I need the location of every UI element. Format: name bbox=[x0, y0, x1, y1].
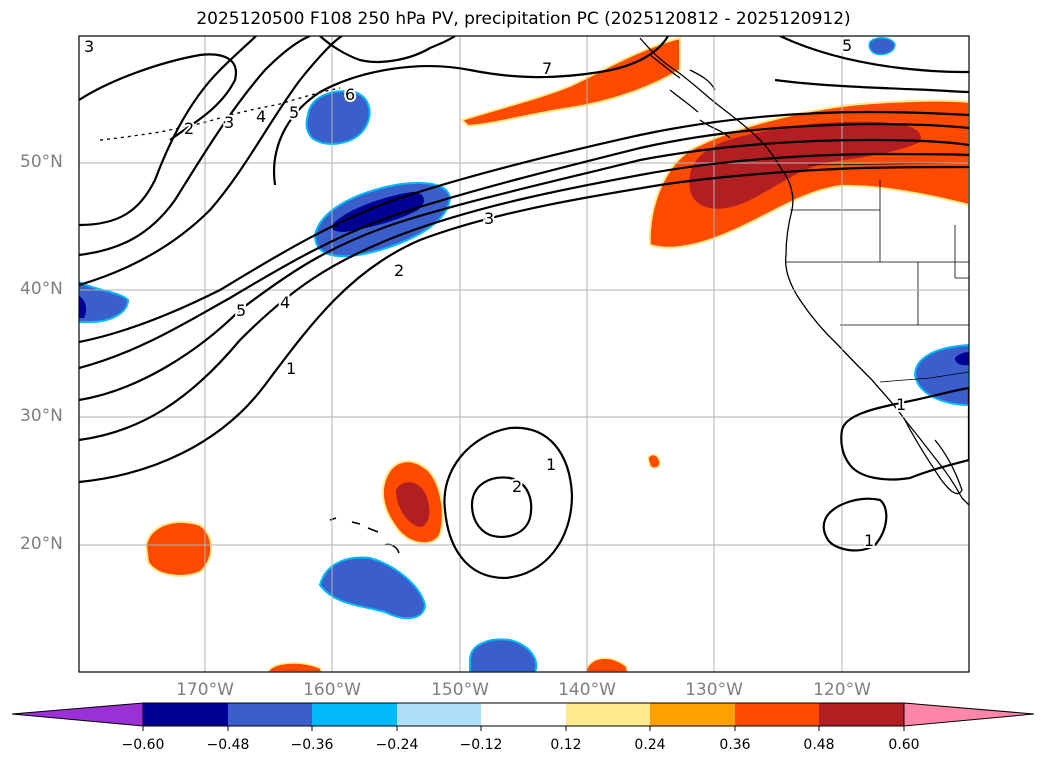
colorbar-segment bbox=[228, 703, 312, 726]
pv-label: 6 bbox=[345, 85, 355, 104]
us-mexico-border bbox=[879, 371, 969, 383]
pv-contour-10 bbox=[273, 36, 669, 186]
precip-neg-south bbox=[318, 556, 427, 620]
pv-contour-13 bbox=[774, 78, 969, 94]
hawaiian-islands bbox=[329, 517, 400, 554]
colorbar-segment bbox=[819, 703, 904, 726]
state-borders bbox=[786, 180, 969, 326]
pv-contour-16 bbox=[840, 386, 969, 481]
pv-contour-12 bbox=[779, 36, 969, 74]
precip-neg-baja-core bbox=[955, 352, 969, 366]
colorbar-segment bbox=[143, 703, 228, 726]
pv-label: 4 bbox=[280, 293, 290, 312]
colorbar-tick-label: 0.24 bbox=[634, 737, 666, 753]
pv-contour-11 bbox=[319, 36, 456, 63]
positive-precip-anomalies bbox=[144, 36, 969, 672]
colorbar-frame bbox=[142, 702, 905, 727]
coastlines bbox=[99, 37, 969, 554]
colorbar-tick-label: 0.36 bbox=[719, 737, 751, 753]
pv-label: 1 bbox=[546, 455, 556, 474]
lat-label-50n: 50°N bbox=[20, 152, 63, 172]
colorbar-tick-label: 0.48 bbox=[803, 737, 835, 753]
colorbar-segment bbox=[312, 703, 397, 726]
precip-neg-central-core bbox=[331, 192, 424, 232]
precip-south-edge-2 bbox=[585, 657, 629, 672]
pv-contour-4 bbox=[79, 122, 969, 370]
lon-label-160w: 160°W bbox=[303, 680, 361, 700]
lon-label-170w: 170°W bbox=[176, 680, 234, 700]
colorbar-tick-label: 0.12 bbox=[550, 737, 582, 753]
colorbar-tick-label: −0.60 bbox=[121, 737, 165, 753]
colorbar-extend-low bbox=[11, 702, 144, 727]
precip-neg-northeast bbox=[868, 37, 896, 56]
map-title: 2025120500 F108 250 hPa PV, precipitatio… bbox=[196, 9, 851, 29]
pv-label: 2 bbox=[394, 261, 404, 280]
pv-label: 3 bbox=[84, 37, 94, 56]
colorbar-tick-label: −0.36 bbox=[290, 737, 334, 753]
pv-contour-17 bbox=[822, 497, 888, 552]
aleutian-islands bbox=[99, 87, 341, 141]
pv-contour-14 bbox=[443, 426, 574, 580]
colorbar-tick-label: −0.12 bbox=[459, 737, 503, 753]
colorbar-tick-label: −0.48 bbox=[206, 737, 250, 753]
pv-label: 3 bbox=[224, 113, 234, 132]
precip-north-pacific-streak bbox=[460, 36, 681, 128]
pv-contour-1 bbox=[79, 165, 969, 484]
lon-label-120w: 120°W bbox=[813, 680, 871, 700]
pv-label: 5 bbox=[842, 36, 852, 55]
colorbar-segment bbox=[397, 703, 481, 726]
precip-small-blob bbox=[647, 453, 661, 469]
colorbar-segment bbox=[650, 703, 735, 726]
lon-label-140w: 140°W bbox=[558, 680, 616, 700]
pv-label: 1 bbox=[286, 359, 296, 378]
colorbar-segment bbox=[566, 703, 650, 726]
alaska-panhandle-islands bbox=[649, 54, 731, 139]
colorbar-segment bbox=[481, 703, 566, 726]
lat-label-40n: 40°N bbox=[20, 279, 63, 299]
pv-contour-6 bbox=[79, 36, 343, 287]
pv-contour-8 bbox=[79, 36, 257, 227]
pv-contours bbox=[79, 36, 969, 580]
map-area: 3 2 3 4 5 6 7 5 3 2 5 4 1 2 1 1 1 bbox=[79, 36, 969, 672]
pv-contour-5 bbox=[79, 110, 969, 344]
map-frame bbox=[78, 35, 970, 673]
lat-label-20n: 20°N bbox=[20, 534, 63, 554]
lon-label-130w: 130°W bbox=[685, 680, 743, 700]
pv-contour-2 bbox=[79, 152, 969, 442]
baja-peninsula bbox=[904, 419, 963, 495]
precip-hawaii-east-core bbox=[396, 482, 430, 527]
pv-label: 1 bbox=[896, 395, 906, 414]
pv-label: 4 bbox=[256, 107, 266, 126]
lon-label-150w: 150°W bbox=[431, 680, 489, 700]
colorbar-tick-label: 0.60 bbox=[888, 737, 920, 753]
precip-neg-south-edge bbox=[469, 638, 538, 672]
precip-neg-west-edge bbox=[79, 280, 130, 323]
pv-contour-3 bbox=[79, 138, 969, 402]
pv-label: 1 bbox=[864, 531, 874, 550]
pv-label: 7 bbox=[542, 59, 552, 78]
pv-label: 2 bbox=[184, 119, 194, 138]
precip-west-subtropics bbox=[144, 520, 213, 577]
precip-northwest-core bbox=[689, 121, 921, 209]
pv-label: 5 bbox=[289, 103, 299, 122]
pv-contour-15 bbox=[470, 476, 533, 538]
colorbar-tick-label: −0.24 bbox=[375, 737, 419, 753]
colorbar-extend-high bbox=[903, 702, 1035, 727]
pv-contour-7 bbox=[79, 36, 311, 257]
precip-neg-west-core bbox=[79, 296, 87, 318]
pv-contour-labels: 3 2 3 4 5 6 7 5 3 2 5 4 1 2 1 1 1 bbox=[82, 36, 908, 552]
colorbar-segment bbox=[735, 703, 819, 726]
pv-label: 2 bbox=[512, 477, 522, 496]
colorbar bbox=[11, 702, 1035, 731]
precip-south-edge-1 bbox=[267, 662, 323, 672]
precip-neg-north bbox=[305, 90, 371, 145]
lat-label-30n: 30°N bbox=[20, 406, 63, 426]
pv-label: 3 bbox=[484, 209, 494, 228]
pv-contour-9 bbox=[79, 53, 238, 141]
pv-label: 5 bbox=[236, 301, 246, 320]
